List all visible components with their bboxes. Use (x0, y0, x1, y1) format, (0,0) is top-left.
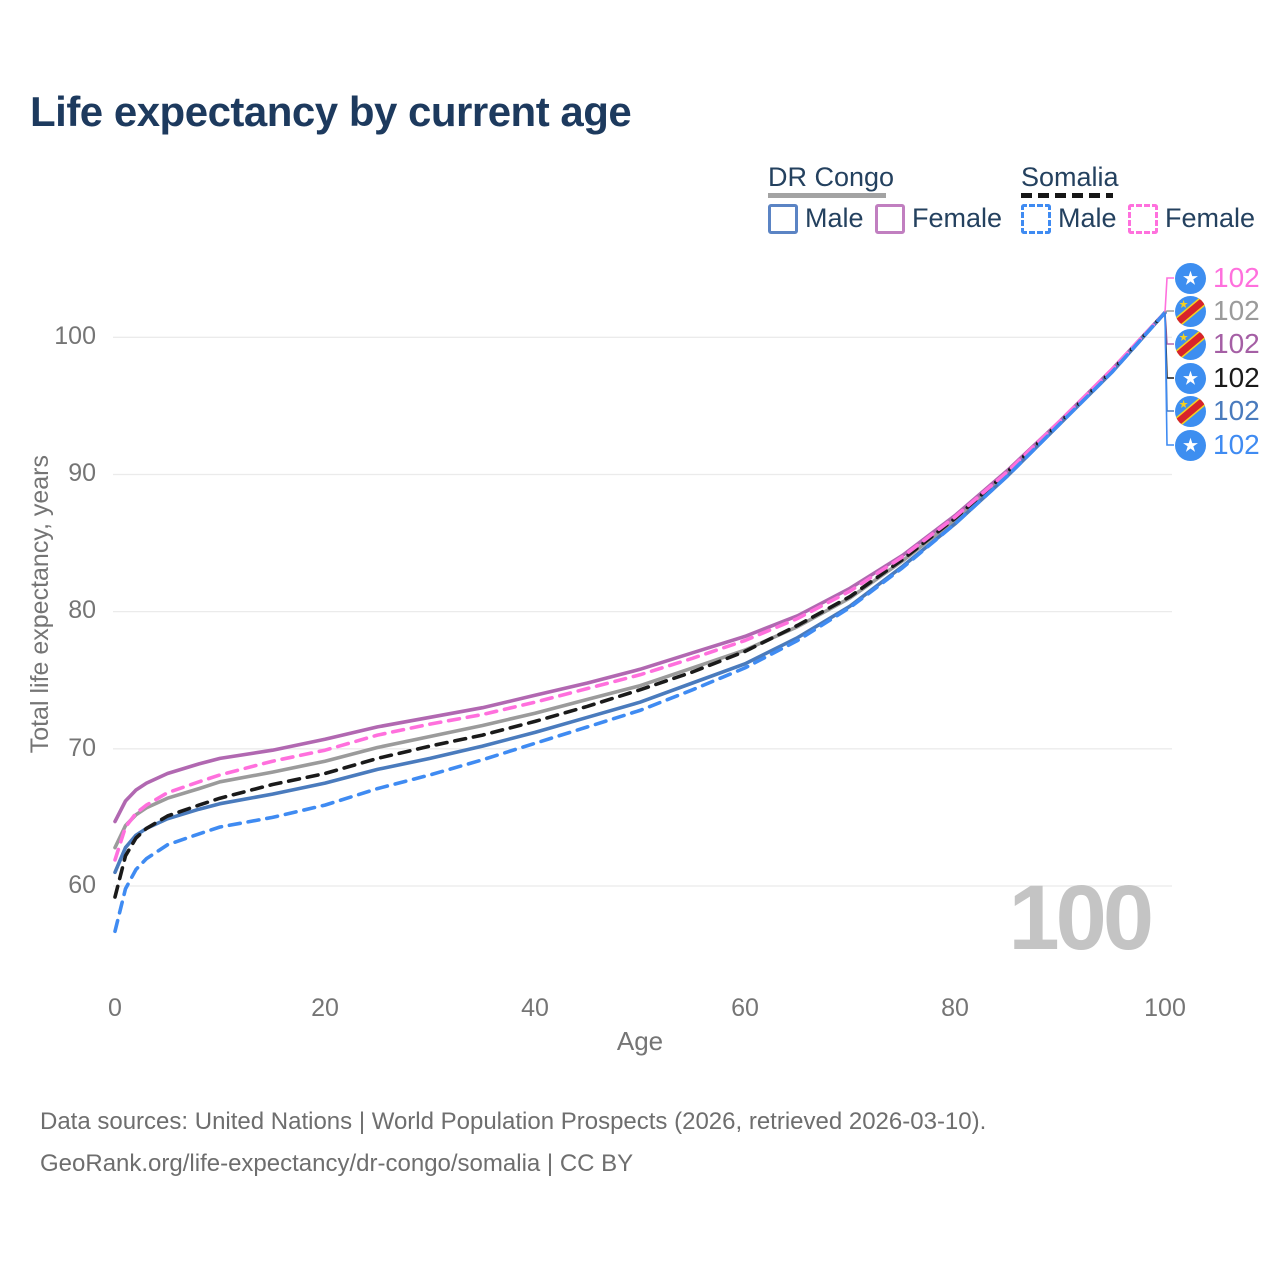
legend-line-sample-dashed (1021, 193, 1113, 198)
somalia-flag-icon (1175, 363, 1206, 394)
dr-congo-flag-icon (1175, 329, 1206, 360)
x-tick-0: 0 (108, 994, 122, 1022)
checkbox-somalia-male-icon[interactable] (1021, 203, 1051, 234)
end-value: 102 (1213, 362, 1260, 393)
end-label-somalia-both: 102 (1175, 361, 1260, 395)
x-tick-60: 60 (731, 994, 759, 1022)
page-title: Life expectancy by current age (30, 88, 632, 135)
end-label-somalia-male: 102 (1175, 428, 1260, 462)
x-tick-80: 80 (941, 994, 969, 1022)
x-tick-100: 100 (1144, 994, 1186, 1022)
legend-item-label: Female (912, 203, 1003, 233)
legend-group-somalia: Somalia (1021, 162, 1119, 192)
y-tick-70: 70 (68, 734, 96, 762)
end-label-drcongo-male: 102 (1175, 394, 1260, 428)
end-label-somalia-female: 102 (1175, 261, 1260, 295)
age-counter-watermark: 100 (1008, 867, 1155, 969)
legend-line-sample-solid (768, 193, 886, 198)
checkbox-drcongo-male-icon[interactable] (768, 203, 798, 234)
legend-item-somalia-male[interactable]: Male (1021, 203, 1117, 234)
legend-item-label: Male (805, 203, 864, 233)
legend-item-label: Male (1058, 203, 1117, 233)
legend-item-label: Female (1165, 203, 1256, 233)
legend-item-drcongo-male[interactable]: Male (768, 203, 864, 234)
somalia-flag-icon (1175, 263, 1206, 294)
y-tick-60: 60 (68, 871, 96, 899)
end-value: 102 (1213, 429, 1260, 460)
end-value: 102 (1213, 395, 1260, 426)
attribution-text: GeoRank.org/life-expectancy/dr-congo/som… (40, 1150, 634, 1177)
y-tick-90: 90 (68, 459, 96, 487)
legend-group-dr-congo: DR Congo (768, 162, 895, 192)
end-label-drcongo-female: 102 (1175, 327, 1260, 361)
x-tick-40: 40 (521, 994, 549, 1022)
x-tick-20: 20 (311, 994, 339, 1022)
y-axis-title: Total life expectancy, years (26, 455, 54, 754)
end-value: 102 (1213, 262, 1260, 293)
checkbox-somalia-female-icon[interactable] (1128, 203, 1158, 234)
data-sources-text: Data sources: United Nations | World Pop… (40, 1108, 987, 1135)
x-axis-title: Age (616, 1026, 664, 1056)
y-tick-100: 100 (54, 322, 96, 350)
checkbox-drcongo-female-icon[interactable] (875, 203, 905, 234)
end-value: 102 (1213, 328, 1260, 359)
dr-congo-flag-icon (1175, 396, 1206, 427)
dr-congo-flag-icon (1175, 296, 1206, 327)
legend-item-somalia-female[interactable]: Female (1128, 203, 1255, 234)
y-tick-80: 80 (68, 596, 96, 624)
end-label-drcongo-both: 102 (1175, 294, 1260, 328)
legend-item-drcongo-female[interactable]: Female (875, 203, 1002, 234)
somalia-flag-icon (1175, 430, 1206, 461)
end-value: 102 (1213, 295, 1260, 326)
